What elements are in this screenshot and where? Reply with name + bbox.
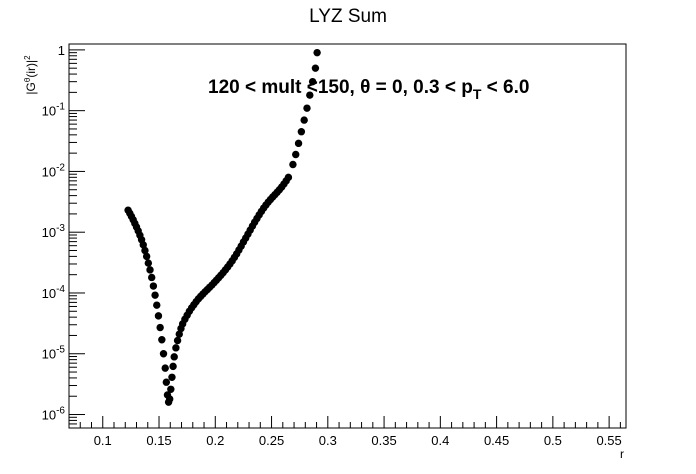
annotation-part-1: 120 < mult <150, θ = 0, 0.3 < p xyxy=(208,77,473,98)
data-points xyxy=(124,48,321,406)
y-tick-exponent: -1 xyxy=(56,102,65,113)
y-tick-base: 10 xyxy=(42,164,56,179)
y-tick-label: 10-1 xyxy=(42,102,66,119)
data-point xyxy=(289,160,297,169)
x-tick-label: 0.4 xyxy=(431,433,449,448)
y-tick-base: 10 xyxy=(42,408,56,423)
y-tick-base: 10 xyxy=(42,286,56,301)
data-point xyxy=(300,116,308,124)
x-tick-label: 0.35 xyxy=(371,433,396,448)
data-point xyxy=(306,91,314,99)
x-tick-label: 0.45 xyxy=(484,433,509,448)
y-tick-exponent: -2 xyxy=(56,162,65,173)
x-tick-label: 0.15 xyxy=(146,433,171,448)
y-axis-ticks: 10-610-510-410-310-210-11 xyxy=(42,43,85,429)
data-point xyxy=(311,64,320,72)
data-point xyxy=(154,312,163,320)
data-point xyxy=(156,323,164,332)
data-point xyxy=(167,385,175,393)
data-point xyxy=(308,77,317,86)
x-tick-label: 0.5 xyxy=(544,433,562,448)
y-tick-exponent: -5 xyxy=(56,345,65,356)
data-point xyxy=(297,128,306,136)
y-tick-exponent: -4 xyxy=(56,284,65,295)
y-tick-label: 10-6 xyxy=(42,406,66,423)
y-tick-base: 10 xyxy=(42,104,56,119)
data-point xyxy=(172,344,180,352)
x-axis-ticks: 0.1 0.15 0.2 0.25 0.3 0.35 0.4 0.45 0.5 0.55 xyxy=(68,416,622,448)
plot-frame xyxy=(68,43,627,429)
data-point xyxy=(292,150,300,159)
annotation-subscript: T xyxy=(473,86,482,102)
annotation-part-2: < 6.0 xyxy=(481,77,529,98)
y-axis-label: |Gθ(ir)|2 xyxy=(23,55,38,95)
data-point xyxy=(159,350,168,358)
data-point xyxy=(303,104,311,112)
data-point xyxy=(141,246,149,255)
data-point xyxy=(161,364,169,372)
data-point xyxy=(173,336,182,345)
data-point xyxy=(158,336,166,344)
data-point xyxy=(146,266,154,274)
data-point xyxy=(149,282,158,290)
y-tick-label: 1 xyxy=(58,43,65,58)
data-point xyxy=(151,291,159,299)
data-point xyxy=(175,330,183,338)
data-point xyxy=(166,395,174,403)
y-tick-label: 10-5 xyxy=(42,345,66,362)
data-point xyxy=(170,353,178,361)
x-axis-label: r xyxy=(620,447,624,461)
y-tick-base: 10 xyxy=(42,347,56,362)
y-tick-base: 1 xyxy=(58,43,65,58)
data-point xyxy=(162,378,171,386)
data-point xyxy=(153,301,161,309)
x-tick-label: 0.2 xyxy=(206,433,224,448)
data-point xyxy=(142,252,151,261)
y-tick-base: 10 xyxy=(42,225,56,240)
y-tick-label: 10-2 xyxy=(42,162,66,179)
x-tick-label: 0.3 xyxy=(319,433,337,448)
data-point xyxy=(139,241,147,249)
y-tick-label: 10-3 xyxy=(42,223,66,240)
chart-annotation: 120 < mult <150, θ = 0, 0.3 < pT < 6.0 xyxy=(208,77,529,102)
data-point xyxy=(284,173,293,182)
x-tick-label: 0.55 xyxy=(596,433,621,448)
chart-title: LYZ Sum xyxy=(309,6,387,27)
data-point xyxy=(144,259,153,267)
data-point xyxy=(294,139,303,148)
y-tick-exponent: -6 xyxy=(56,406,65,417)
x-tick-label: 0.25 xyxy=(259,433,284,448)
data-point xyxy=(148,273,156,282)
y-tick-label: 10-4 xyxy=(42,284,66,301)
data-point xyxy=(169,362,177,371)
data-point xyxy=(313,48,321,57)
y-tick-exponent: -3 xyxy=(56,223,65,234)
x-tick-label: 0.1 xyxy=(94,433,112,448)
data-point xyxy=(168,373,176,381)
